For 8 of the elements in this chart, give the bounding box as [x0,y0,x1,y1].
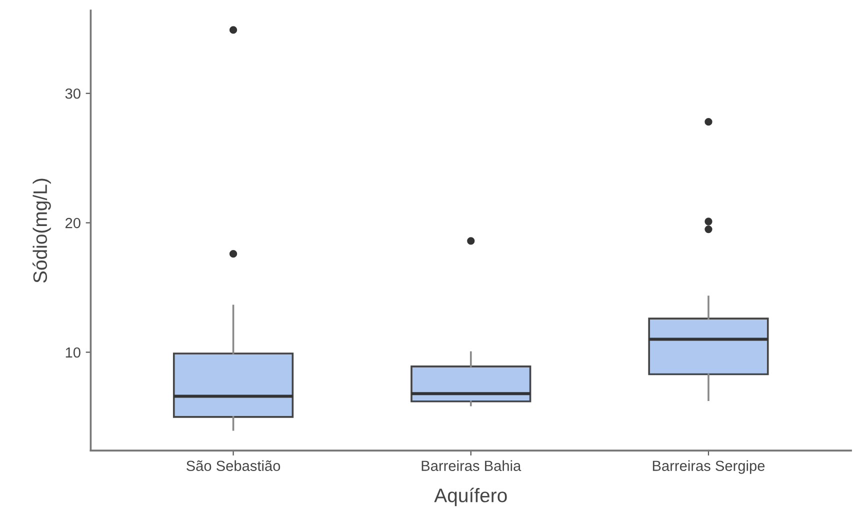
x-tick-label: Barreiras Bahia [422,460,522,472]
y-tick-label: 30 [65,88,80,99]
x-tick-label: São Sebastião [186,460,280,472]
y-tick-label: 20 [66,218,80,228]
y-tick-label: 10 [66,347,80,358]
x-axis-title: Aquífero [434,488,507,506]
y-axis-title: Sódio(mg/L) [32,178,51,283]
x-tick-label: Barreiras Sergipe [652,460,765,474]
